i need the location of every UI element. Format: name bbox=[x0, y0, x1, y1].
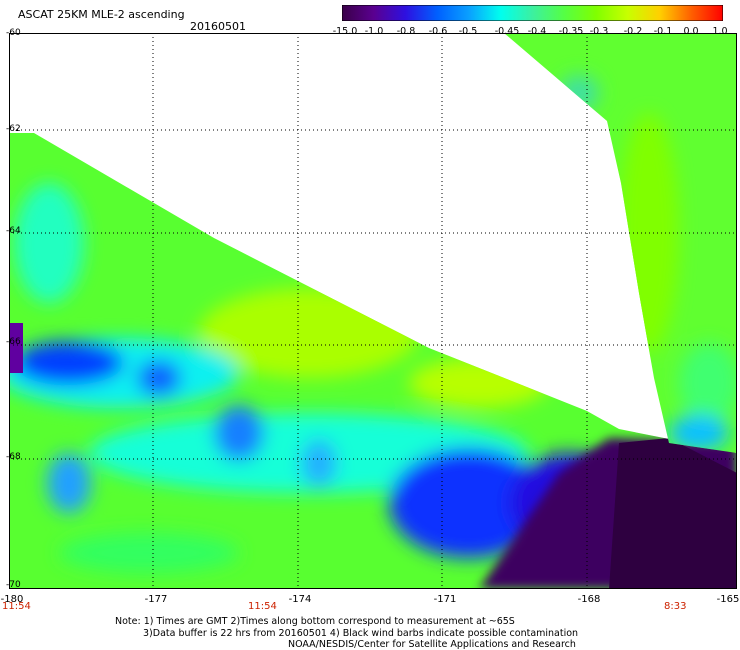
colorbar-label: -0.2 bbox=[623, 26, 643, 37]
map-date: 20160501 bbox=[190, 20, 246, 33]
colorbar-label: 0.0 bbox=[683, 26, 699, 37]
colorbar-label: -0.3 bbox=[589, 26, 609, 37]
x-axis-label: -165 bbox=[716, 594, 740, 605]
colorbar-label: -0.45 bbox=[494, 26, 520, 37]
colorbar-fill bbox=[341, 4, 724, 22]
colorbar-label: -0.8 bbox=[396, 26, 416, 37]
note-line-2: 3)Data buffer is 22 hrs from 20160501 4)… bbox=[143, 628, 579, 639]
note-line-3: NOAA/NESDIS/Center for Satellite Applica… bbox=[288, 639, 576, 650]
x-axis-label: -177 bbox=[144, 594, 168, 605]
colorbar-label: -1.0 bbox=[364, 26, 384, 37]
x-axis-label: -168 bbox=[577, 594, 601, 605]
colorbar-label: -0.1 bbox=[653, 26, 673, 37]
y-axis-label: -62 bbox=[6, 124, 21, 134]
colorbar-label: -0.5 bbox=[458, 26, 478, 37]
colorbar-label: -15.0 bbox=[332, 26, 358, 37]
wind-field-map bbox=[9, 33, 737, 589]
map-title: ASCAT 25KM MLE-2 ascending bbox=[18, 8, 185, 21]
y-axis-label: -66 bbox=[6, 337, 21, 347]
x-axis-label: -180 bbox=[0, 594, 24, 605]
note-line-1: Note: 1) Times are GMT 2)Times along bot… bbox=[115, 616, 515, 627]
graticule bbox=[9, 33, 737, 589]
colorbar bbox=[341, 4, 724, 22]
map-plot bbox=[9, 33, 737, 589]
time-label: 8:33 bbox=[664, 601, 687, 612]
x-axis-label: -171 bbox=[433, 594, 457, 605]
colorbar-label: -0.4 bbox=[527, 26, 547, 37]
colorbar-label: -0.35 bbox=[558, 26, 584, 37]
y-axis-label: -68 bbox=[6, 452, 21, 462]
right-swath bbox=[504, 33, 737, 453]
colorbar-gradient bbox=[341, 4, 724, 22]
time-label: 11:54 bbox=[248, 601, 277, 612]
colorbar-label: 1.0 bbox=[712, 26, 728, 37]
time-label: 11:54 bbox=[2, 601, 31, 612]
y-axis-label: -70 bbox=[6, 580, 21, 590]
y-axis-label: -64 bbox=[6, 226, 21, 236]
y-axis-label: -60 bbox=[6, 28, 21, 38]
x-axis-label: -174 bbox=[288, 594, 312, 605]
colorbar-label: -0.6 bbox=[428, 26, 448, 37]
